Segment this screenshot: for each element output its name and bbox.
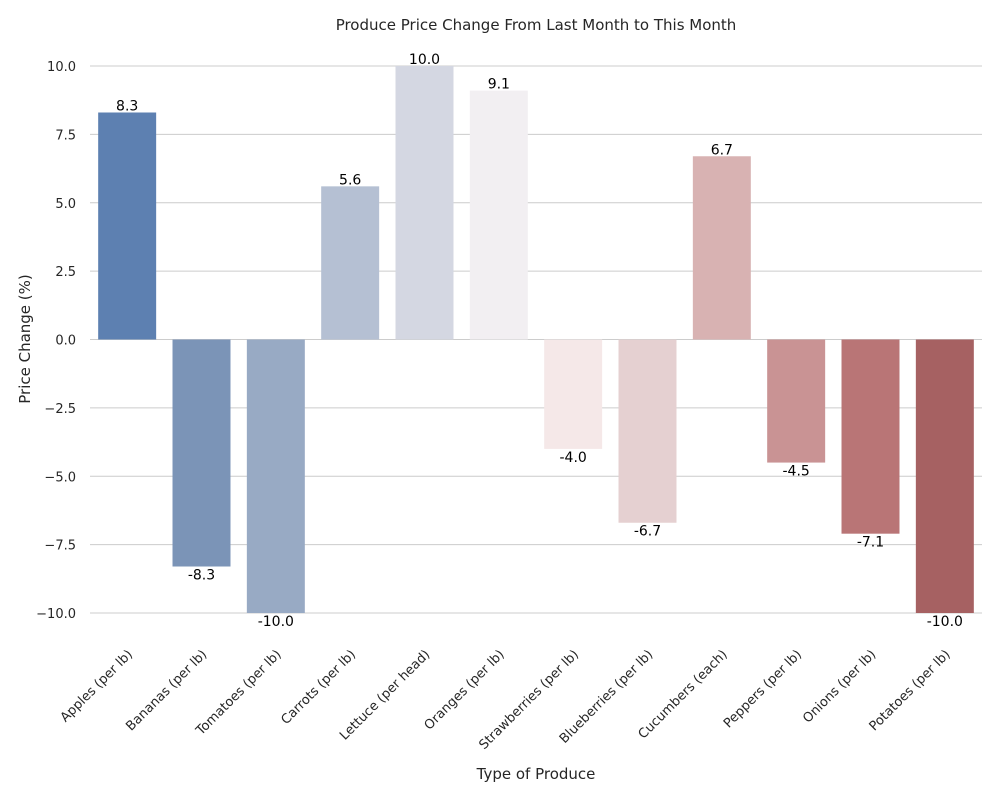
- bar: [544, 339, 603, 449]
- bar-value-label: -4.0: [560, 450, 587, 466]
- bar-value-label: 5.6: [339, 172, 361, 188]
- y-axis-label: Price Change (%): [16, 274, 34, 404]
- bar: [841, 339, 900, 534]
- bar: [98, 112, 157, 340]
- bar-value-label: -4.5: [783, 464, 810, 480]
- data-labels: 8.3 -8.3 -10.0 5.6 10.0 9.1 -4.0 -6.7 6.7 -4.5 -7.…: [116, 52, 963, 630]
- y-tick-label: −5.0: [44, 470, 76, 485]
- bar-value-label: 8.3: [116, 98, 138, 114]
- bar: [915, 339, 974, 613]
- y-tick-label: −2.5: [44, 402, 76, 417]
- chart-title: Produce Price Change From Last Month to …: [336, 16, 737, 34]
- x-axis-tick-labels: Apples (per lb)Bananas (per lb)Tomatoes …: [58, 647, 954, 753]
- x-tick-label: Potatoes (per lb): [867, 647, 954, 734]
- bars: [98, 66, 974, 613]
- bar: [469, 90, 528, 340]
- y-axis-tick-labels: 10.0 7.5 5.0 2.5 0.0 −2.5 −5.0 −7.5 −10.0: [36, 60, 76, 622]
- x-tick-label: Oranges (per lb): [422, 647, 508, 733]
- bar-value-label: -8.3: [188, 568, 215, 584]
- bar: [618, 339, 677, 523]
- bar: [321, 186, 380, 340]
- bar-value-label: -7.1: [857, 535, 884, 551]
- x-tick-label: Bananas (per lb): [123, 647, 210, 734]
- bar: [692, 156, 751, 340]
- x-tick-label: Apples (per lb): [58, 647, 136, 725]
- bar: [395, 66, 454, 340]
- bar: [246, 339, 305, 613]
- y-tick-label: 0.0: [55, 334, 76, 349]
- bar-value-label: 6.7: [711, 142, 733, 158]
- bar-value-label: 9.1: [488, 77, 510, 93]
- y-tick-label: −10.0: [36, 607, 76, 622]
- bar-value-label: -10.0: [258, 614, 294, 630]
- x-tick-label: Onions (per lb): [800, 647, 879, 726]
- y-tick-label: 10.0: [47, 60, 76, 75]
- x-axis-label: Type of Produce: [476, 765, 596, 783]
- bar-value-label: -10.0: [927, 614, 963, 630]
- x-tick-label: Carrots (per lb): [278, 647, 359, 728]
- y-tick-label: −7.5: [44, 539, 76, 554]
- y-tick-label: 7.5: [55, 128, 76, 143]
- bar-value-label: -6.7: [634, 524, 661, 540]
- bar: [767, 339, 826, 463]
- x-tick-label: Peppers (per lb): [721, 647, 805, 731]
- y-tick-label: 2.5: [55, 265, 76, 280]
- y-gridlines: [90, 65, 982, 614]
- y-tick-label: 5.0: [55, 197, 76, 212]
- bar-value-label: 10.0: [409, 52, 440, 68]
- bar: [172, 339, 231, 567]
